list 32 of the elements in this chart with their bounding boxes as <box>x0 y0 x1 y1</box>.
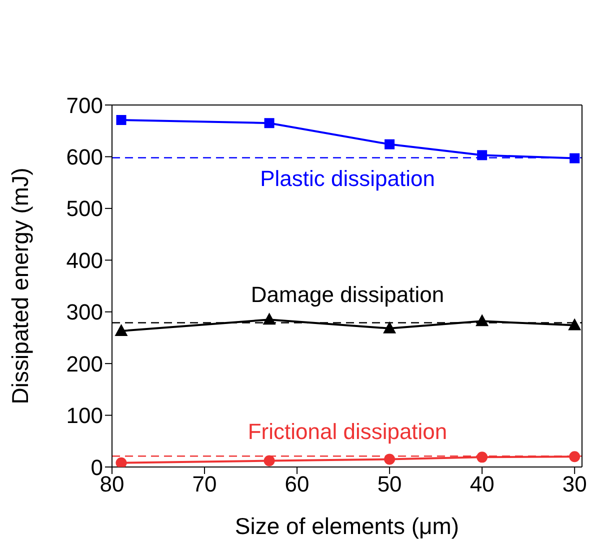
series-label: Damage dissipation <box>250 281 446 310</box>
series-label: Plastic dissipation <box>259 164 436 193</box>
y-tick-label: 200 <box>66 351 103 376</box>
point <box>264 455 275 466</box>
x-tick-label: 60 <box>284 472 310 497</box>
x-tick-label: 30 <box>562 472 587 497</box>
point <box>476 452 488 463</box>
point <box>116 114 126 125</box>
point <box>116 457 127 467</box>
point <box>476 314 489 326</box>
point <box>383 321 396 334</box>
point <box>264 118 274 128</box>
y-tick-label: 400 <box>66 248 103 273</box>
point <box>570 153 580 164</box>
point <box>262 312 276 325</box>
x-axis-title: Size of elements (μm) <box>234 513 460 539</box>
y-tick-label: 600 <box>66 144 103 170</box>
point <box>384 139 395 150</box>
y-tick-label: 700 <box>66 92 103 118</box>
series-label: Frictional dissipation <box>246 418 448 446</box>
y-axis-title: Dissipated energy (mJ) <box>7 168 34 404</box>
point <box>569 451 580 462</box>
y-tick-label: 100 <box>66 403 103 428</box>
point <box>568 318 582 330</box>
y-tick-label: 300 <box>66 300 103 325</box>
x-tick-label: 50 <box>377 472 402 497</box>
x-tick-label: 70 <box>192 472 217 497</box>
point <box>114 324 128 336</box>
point <box>477 150 488 160</box>
y-tick-label: 500 <box>66 196 103 222</box>
x-tick-label: 40 <box>470 472 494 497</box>
point <box>384 454 396 465</box>
